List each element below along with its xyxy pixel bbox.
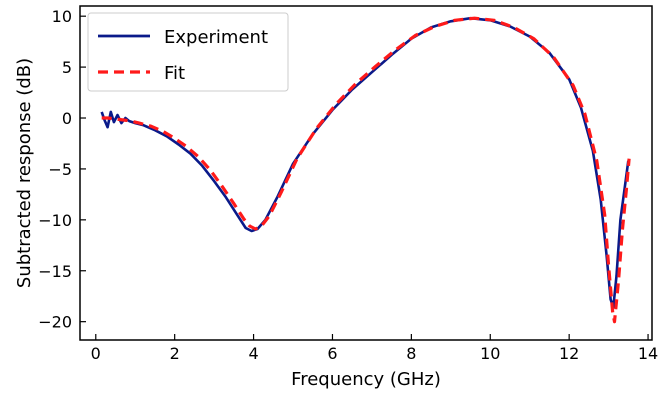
x-tick-label: 2	[170, 344, 180, 363]
legend: Experiment Fit	[87, 12, 289, 92]
y-axis-label: Subtracted response (dB)	[14, 58, 35, 288]
x-tick-label: 10	[480, 344, 500, 363]
x-tick-label: 0	[91, 344, 101, 363]
plot-frame	[79, 5, 653, 341]
x-axis-label: Frequency (GHz)	[291, 369, 441, 390]
legend-label-fit: Fit	[164, 63, 185, 84]
legend-box	[87, 12, 289, 92]
y-tick-label: −20	[38, 313, 72, 332]
y-tick-label: −5	[48, 160, 72, 179]
y-tick-label: 10	[52, 7, 72, 26]
x-tick-label: 14	[638, 344, 658, 363]
series-layer	[100, 16, 631, 324]
ticks-layer: 0 2 4 6 8 10 12 14 10 5 0 −5 −10 −15 −20	[38, 7, 658, 363]
legend-label-experiment: Experiment	[164, 27, 268, 48]
y-tick-label: 5	[62, 58, 72, 77]
y-tick-label: 0	[62, 109, 72, 128]
x-tick-label: 6	[327, 344, 337, 363]
x-tick-label: 4	[248, 344, 258, 363]
y-tick-label: −15	[38, 262, 72, 281]
x-tick-label: 8	[406, 344, 416, 363]
x-tick-label: 12	[559, 344, 579, 363]
y-tick-label: −10	[38, 211, 72, 230]
series-line-fit	[101, 16, 631, 324]
